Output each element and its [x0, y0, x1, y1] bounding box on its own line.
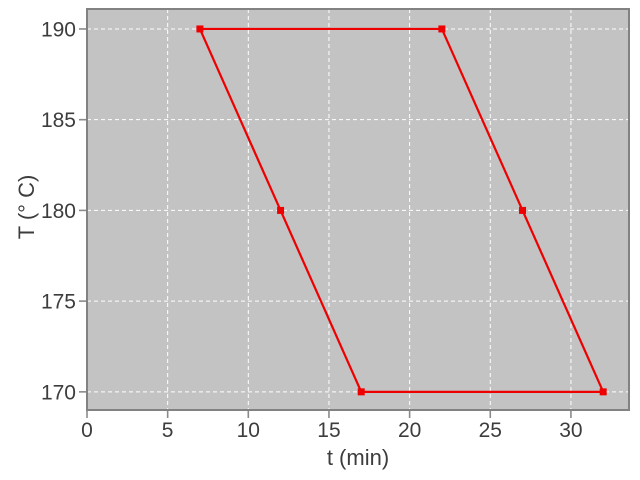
plot-area-background — [87, 9, 629, 410]
y-axis-title: T (° C) — [14, 174, 39, 240]
y-tick-label: 170 — [41, 381, 76, 404]
x-tick-label: 0 — [81, 419, 93, 442]
data-point-marker — [357, 388, 365, 396]
data-point-marker — [196, 25, 204, 33]
data-point-marker — [599, 388, 607, 396]
y-tick-label: 175 — [41, 291, 76, 314]
data-point-marker — [277, 206, 285, 214]
x-tick-label: 15 — [317, 419, 340, 442]
plot-frame — [86, 8, 630, 411]
y-tick-label: 185 — [41, 109, 76, 132]
x-tick-label: 30 — [559, 419, 582, 442]
x-tick-label: 10 — [237, 419, 260, 442]
data-point-marker — [438, 25, 446, 33]
data-point-marker — [519, 206, 527, 214]
y-tick-label: 190 — [41, 18, 76, 41]
y-tick-label: 180 — [41, 200, 76, 223]
x-tick-label: 5 — [162, 419, 174, 442]
x-tick-label: 20 — [398, 419, 421, 442]
x-tick-label: 25 — [479, 419, 502, 442]
x-axis-title: t (min) — [326, 445, 390, 470]
